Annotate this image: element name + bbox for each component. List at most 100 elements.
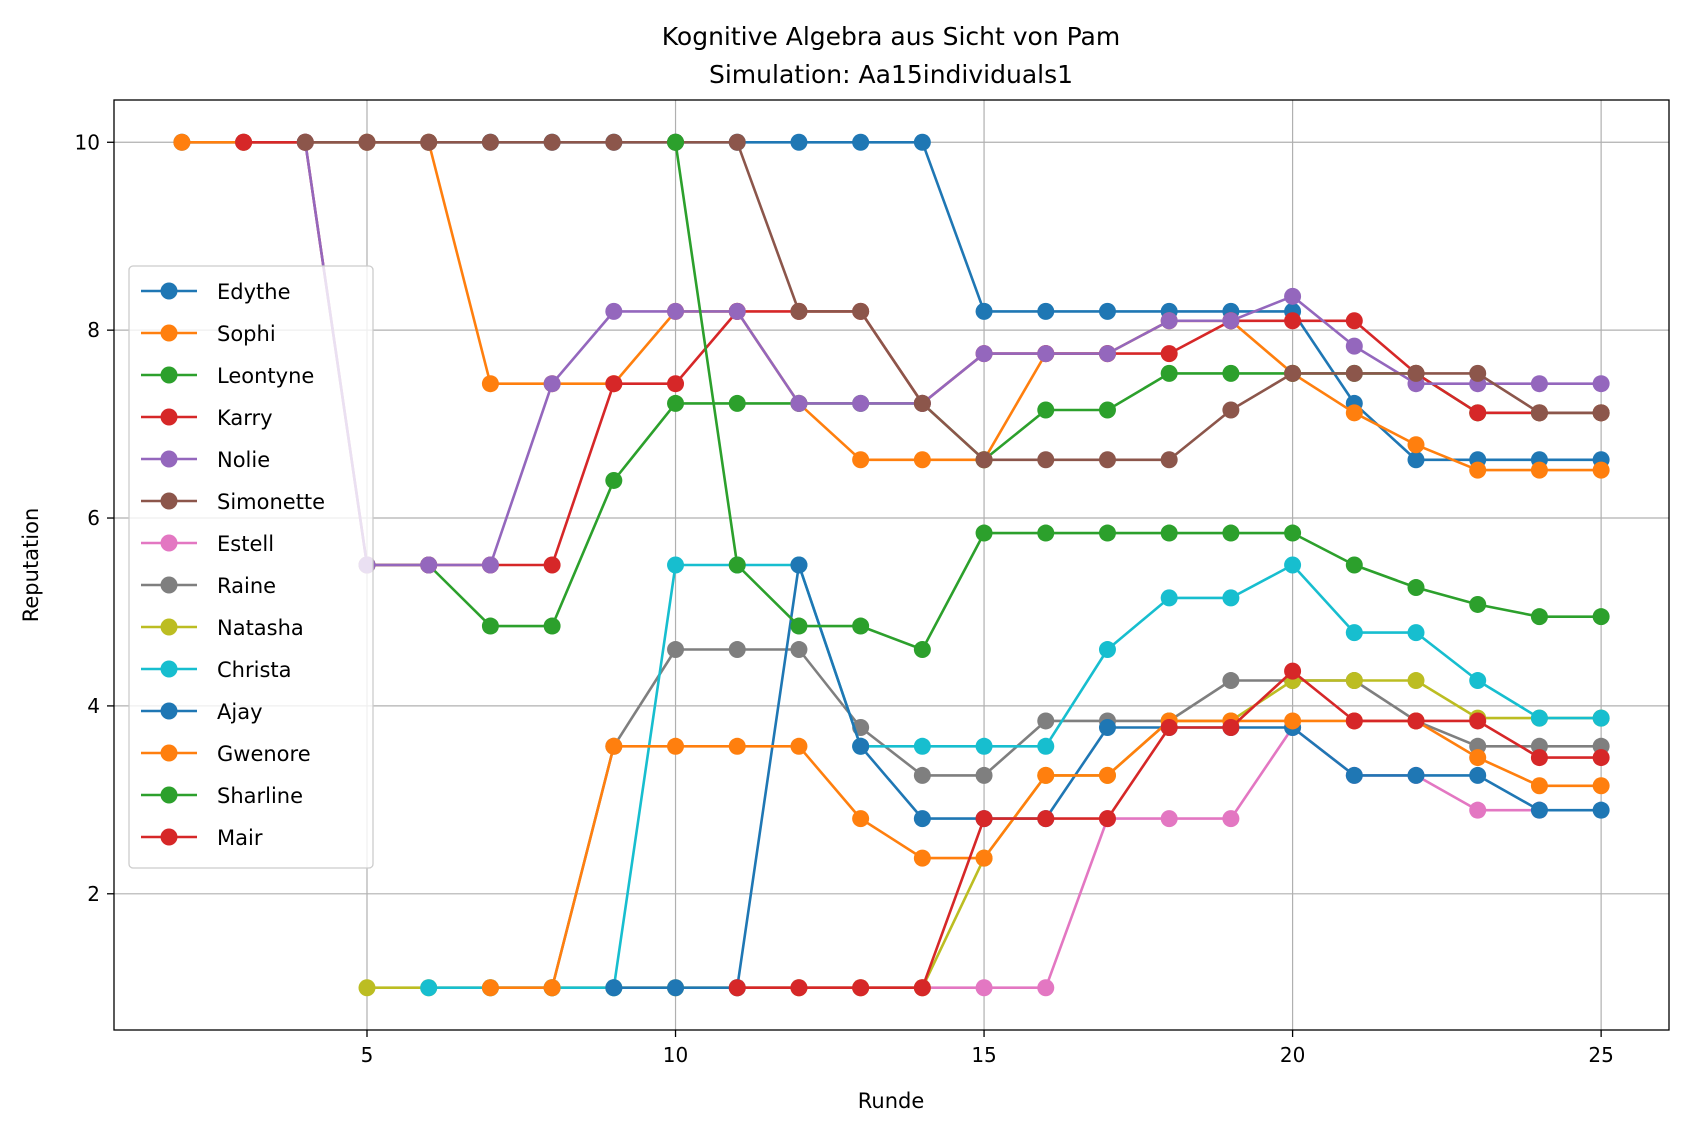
data-point-ajay [913, 810, 931, 828]
data-point-sophi [1407, 436, 1425, 454]
legend-label: Ajay [217, 700, 263, 724]
data-point-nolie [605, 302, 623, 320]
data-point-leontyne [1160, 364, 1178, 382]
data-point-karry [1284, 312, 1302, 330]
x-tick-label: 15 [971, 1043, 996, 1067]
data-point-estell [975, 979, 993, 997]
data-point-karry [1160, 345, 1178, 363]
data-point-karry [605, 375, 623, 393]
legend-swatch-marker [160, 660, 178, 678]
data-point-edythe [975, 302, 993, 320]
data-point-estell [1160, 810, 1178, 828]
data-point-sharline [1469, 595, 1487, 613]
legend-swatch-marker [160, 828, 178, 846]
data-point-sophi [1345, 404, 1363, 422]
data-point-nolie [1037, 345, 1055, 363]
data-point-nolie [728, 302, 746, 320]
data-point-simonette [543, 133, 561, 151]
data-point-edythe [852, 133, 870, 151]
data-point-edythe [1407, 451, 1425, 469]
legend-swatch-marker [160, 282, 178, 300]
data-point-christa [1592, 709, 1610, 727]
legend-label: Sophi [217, 322, 276, 346]
data-point-christa [667, 556, 685, 574]
legend-swatch-marker [160, 324, 178, 342]
data-point-simonette [481, 133, 499, 151]
data-point-raine [913, 766, 931, 784]
legend-label: Karry [217, 406, 273, 430]
data-point-leontyne [543, 617, 561, 635]
y-tick-label: 4 [87, 694, 100, 718]
data-point-nolie [852, 394, 870, 412]
data-point-sophi [1530, 461, 1548, 479]
legend-label: Raine [217, 574, 276, 598]
data-point-simonette [605, 133, 623, 151]
data-point-christa [913, 737, 931, 755]
data-point-gwenore [1469, 749, 1487, 767]
data-point-sharline [790, 617, 808, 635]
data-point-leontyne [728, 394, 746, 412]
series-sharline [667, 133, 1610, 659]
data-point-mair [913, 979, 931, 997]
data-point-ajay [1345, 766, 1363, 784]
legend-item-gwenore: Gwenore [141, 742, 311, 766]
data-point-estell [1222, 810, 1240, 828]
legend-label: Christa [217, 658, 291, 682]
data-point-simonette [1037, 451, 1055, 469]
data-point-ajay [1592, 801, 1610, 819]
legend-swatch-marker [160, 534, 178, 552]
x-tick-label: 25 [1588, 1043, 1613, 1067]
data-point-karry [1469, 404, 1487, 422]
legend-item-mair: Mair [141, 826, 263, 850]
legend-swatch-marker [160, 576, 178, 594]
data-point-mair [1160, 719, 1178, 737]
data-point-christa [1098, 641, 1116, 659]
data-point-raine [667, 641, 685, 659]
legend-item-sophi: Sophi [141, 322, 276, 346]
data-point-sharline [1098, 524, 1116, 542]
data-point-christa [1530, 709, 1548, 727]
data-point-sharline [1222, 524, 1240, 542]
legend-item-edythe: Edythe [141, 280, 291, 304]
legend-label: Leontyne [217, 364, 314, 388]
data-point-christa [1284, 556, 1302, 574]
series-line-simonette [305, 141, 1602, 462]
data-point-karry [235, 133, 253, 151]
data-point-sharline [1160, 524, 1178, 542]
data-point-simonette [790, 302, 808, 320]
data-point-ajay [790, 556, 808, 574]
data-point-nolie [420, 556, 438, 574]
data-point-karry [1345, 312, 1363, 330]
data-point-mair [1098, 810, 1116, 828]
data-point-sharline [1345, 556, 1363, 574]
legend-label: Sharline [217, 784, 303, 808]
data-point-leontyne [1098, 401, 1116, 419]
legend-label: Nolie [217, 448, 270, 472]
data-point-mair [1037, 810, 1055, 828]
series-nolie [296, 133, 1610, 574]
y-tick-label: 2 [87, 882, 100, 906]
legend-label: Mair [217, 826, 263, 850]
data-point-gwenore [1284, 712, 1302, 730]
series-line-raine [550, 648, 1602, 989]
data-point-mair [852, 979, 870, 997]
legend-swatch-marker [160, 450, 178, 468]
series-line-nolie [304, 142, 1602, 567]
series-mair [728, 662, 1610, 997]
data-point-gwenore [543, 979, 561, 997]
legend-label: Gwenore [217, 742, 311, 766]
data-point-raine [1037, 712, 1055, 730]
legend-item-nolie: Nolie [141, 448, 270, 472]
data-point-sophi [1469, 461, 1487, 479]
data-point-leontyne [1037, 401, 1055, 419]
data-point-nolie [1284, 287, 1302, 305]
legend-label: Natasha [217, 616, 304, 640]
data-point-nolie [543, 375, 561, 393]
legend-swatch-marker [160, 492, 178, 510]
legend-swatch-marker [160, 702, 178, 720]
data-point-ajay [852, 737, 870, 755]
legend-item-estell: Estell [141, 532, 274, 556]
data-point-natasha [1345, 672, 1363, 690]
legend-label: Edythe [217, 280, 291, 304]
data-point-simonette [1098, 451, 1116, 469]
